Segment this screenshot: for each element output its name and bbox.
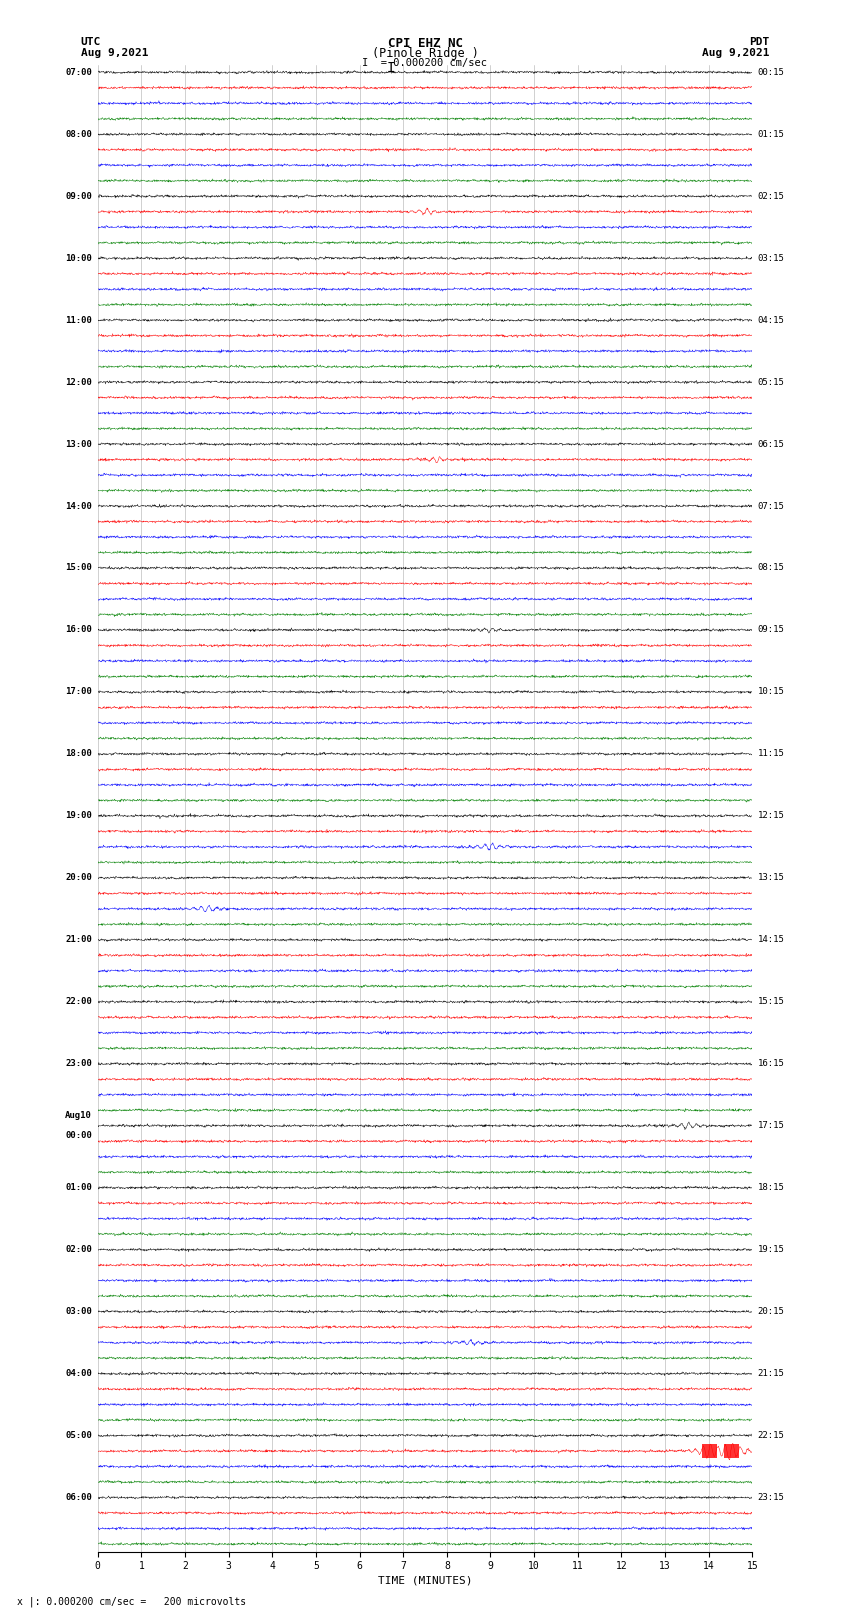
Text: 12:15: 12:15: [758, 811, 785, 821]
Text: 09:15: 09:15: [758, 626, 785, 634]
Text: 22:00: 22:00: [65, 997, 92, 1007]
Text: 08:00: 08:00: [65, 129, 92, 139]
Text: I: I: [387, 61, 395, 76]
Text: 23:15: 23:15: [758, 1494, 785, 1502]
Text: 15:00: 15:00: [65, 563, 92, 573]
Text: x |: 0.000200 cm/sec =   200 microvolts: x |: 0.000200 cm/sec = 200 microvolts: [17, 1595, 246, 1607]
Text: 05:00: 05:00: [65, 1431, 92, 1440]
Text: 19:15: 19:15: [758, 1245, 785, 1255]
Text: 06:15: 06:15: [758, 440, 785, 448]
Text: 13:00: 13:00: [65, 440, 92, 448]
Text: 07:15: 07:15: [758, 502, 785, 511]
Text: 04:00: 04:00: [65, 1369, 92, 1378]
FancyBboxPatch shape: [702, 1444, 717, 1458]
FancyBboxPatch shape: [724, 1444, 740, 1458]
Text: 19:00: 19:00: [65, 811, 92, 821]
Text: 18:00: 18:00: [65, 750, 92, 758]
Text: 13:15: 13:15: [758, 873, 785, 882]
Text: Aug 9,2021: Aug 9,2021: [702, 48, 769, 58]
Text: 03:15: 03:15: [758, 253, 785, 263]
Text: 01:15: 01:15: [758, 129, 785, 139]
Text: 09:00: 09:00: [65, 192, 92, 200]
Text: 12:00: 12:00: [65, 377, 92, 387]
Text: 04:15: 04:15: [758, 316, 785, 324]
Text: 03:00: 03:00: [65, 1307, 92, 1316]
Text: 00:15: 00:15: [758, 68, 785, 77]
Text: 18:15: 18:15: [758, 1184, 785, 1192]
Text: 14:15: 14:15: [758, 936, 785, 944]
Text: (Pinole Ridge ): (Pinole Ridge ): [371, 47, 479, 60]
Text: 17:00: 17:00: [65, 687, 92, 697]
Text: I  = 0.000200 cm/sec: I = 0.000200 cm/sec: [362, 58, 488, 68]
Text: 08:15: 08:15: [758, 563, 785, 573]
Text: 23:00: 23:00: [65, 1060, 92, 1068]
Text: 15:15: 15:15: [758, 997, 785, 1007]
Text: 01:00: 01:00: [65, 1184, 92, 1192]
Text: 02:00: 02:00: [65, 1245, 92, 1255]
Text: 21:00: 21:00: [65, 936, 92, 944]
Text: 06:00: 06:00: [65, 1494, 92, 1502]
Text: 22:15: 22:15: [758, 1431, 785, 1440]
Text: 20:00: 20:00: [65, 873, 92, 882]
X-axis label: TIME (MINUTES): TIME (MINUTES): [377, 1576, 473, 1586]
Text: 05:15: 05:15: [758, 377, 785, 387]
Text: 10:15: 10:15: [758, 687, 785, 697]
Text: UTC: UTC: [81, 37, 101, 47]
Text: 07:00: 07:00: [65, 68, 92, 77]
Text: 14:00: 14:00: [65, 502, 92, 511]
Text: 17:15: 17:15: [758, 1121, 785, 1131]
Text: 20:15: 20:15: [758, 1307, 785, 1316]
Text: 02:15: 02:15: [758, 192, 785, 200]
Text: 11:15: 11:15: [758, 750, 785, 758]
Text: Aug 9,2021: Aug 9,2021: [81, 48, 148, 58]
Text: 21:15: 21:15: [758, 1369, 785, 1378]
Text: PDT: PDT: [749, 37, 769, 47]
Text: CPI EHZ NC: CPI EHZ NC: [388, 37, 462, 50]
Text: 00:00: 00:00: [65, 1131, 92, 1140]
Text: 16:15: 16:15: [758, 1060, 785, 1068]
Text: 10:00: 10:00: [65, 253, 92, 263]
Text: 16:00: 16:00: [65, 626, 92, 634]
Text: 11:00: 11:00: [65, 316, 92, 324]
Text: Aug10: Aug10: [65, 1111, 92, 1119]
